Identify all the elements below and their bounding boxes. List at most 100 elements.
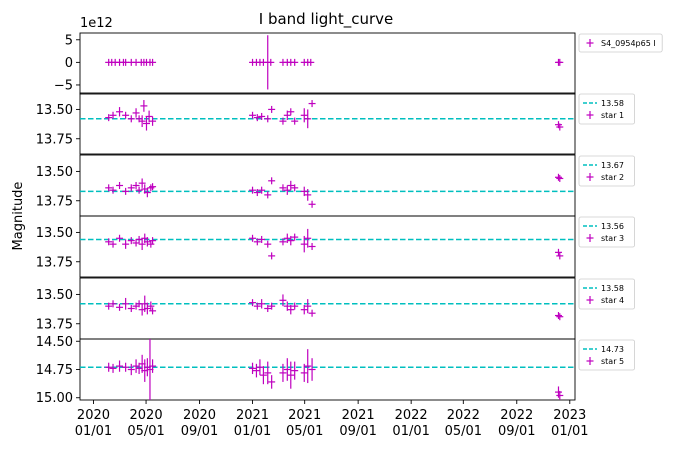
x-tick-label-date: 09/01: [339, 424, 376, 439]
legend-entry: star 1: [601, 111, 624, 120]
data-point: [268, 177, 276, 185]
panel-data: [80, 339, 575, 400]
panel-data: [80, 100, 575, 131]
data-point: [264, 361, 272, 385]
data-point: [279, 184, 287, 192]
legend: 13.56 star 3: [578, 216, 635, 248]
data-point: [143, 237, 151, 247]
data-point: [116, 360, 124, 372]
panel-frame: [79, 154, 576, 217]
y-tick-label: 0: [65, 56, 73, 71]
x-axis: 202001/01202005/01202009/01202101/012021…: [75, 400, 589, 439]
data-point: [138, 178, 146, 188]
x-tick-label-date: 01/01: [551, 424, 588, 439]
x-tick-label-year: 2020: [130, 408, 163, 423]
y-tick-label: 13.75: [36, 132, 73, 147]
legend-frame: [578, 155, 635, 187]
data-point: [149, 307, 157, 315]
x-tick-label-date: 05/01: [127, 424, 164, 439]
y-tick-label: 13.75: [36, 317, 73, 332]
x-tick-label-date: 01/01: [234, 424, 271, 439]
data-point: [105, 184, 113, 192]
data-point: [279, 294, 287, 307]
panel-frame: [79, 338, 576, 401]
data-point: [300, 363, 308, 382]
data-point: [116, 303, 124, 311]
x-tick-label-year: 2021: [236, 408, 269, 423]
y-offset-label: 1e12: [80, 16, 113, 31]
data-point: [109, 186, 117, 194]
data-point: [142, 116, 150, 131]
legend-frame: [578, 339, 635, 371]
data-point: [554, 173, 562, 181]
data-point: [138, 238, 146, 251]
data-point: [147, 301, 155, 311]
data-point: [264, 115, 272, 123]
data-point: [291, 184, 299, 192]
data-point: [149, 183, 157, 191]
data-point: [300, 108, 308, 123]
data-point: [143, 187, 151, 198]
y-tick-label: 13.50: [36, 288, 73, 303]
panel-data: [80, 228, 575, 260]
data-point: [304, 109, 312, 129]
data-point: [116, 234, 124, 242]
data-point: [304, 189, 312, 201]
x-tick-label-date: 09/01: [498, 424, 535, 439]
legend: 13.58 star 1: [578, 93, 635, 125]
data-point: [279, 238, 287, 246]
data-point: [109, 300, 117, 308]
data-point: [283, 358, 291, 381]
data-point: [283, 185, 291, 195]
data-point: [268, 302, 276, 310]
data-point: [258, 112, 266, 120]
data-point: [140, 100, 148, 112]
data-point: [253, 238, 261, 246]
data-point: [143, 302, 151, 315]
data-point: [268, 105, 276, 113]
panel-2: 13.50 13.75 13.58 star 1: [36, 92, 635, 155]
legend-entry: star 3: [601, 234, 624, 243]
x-tick-label-date: 05/01: [445, 424, 482, 439]
y-tick-label: 5: [65, 33, 73, 48]
x-tick-label-year: 2021: [342, 408, 375, 423]
data-point: [287, 108, 295, 116]
legend: 13.67 star 2: [578, 155, 635, 187]
data-point: [122, 239, 130, 249]
data-point: [116, 107, 124, 117]
y-tick-label: 13.50: [36, 226, 73, 241]
data-point: [135, 186, 143, 194]
data-point: [287, 304, 295, 315]
data-point: [556, 123, 564, 131]
data-point: [308, 309, 316, 317]
data-point: [105, 238, 113, 246]
panel-data: [105, 35, 564, 90]
data-point: [556, 174, 564, 182]
data-point: [252, 363, 260, 378]
data-point: [279, 363, 287, 382]
panel-frame: [79, 215, 576, 278]
legend-frame: [578, 33, 663, 53]
data-point: [105, 114, 113, 122]
x-tick-label-year: 2021: [288, 408, 321, 423]
data-point: [127, 363, 135, 376]
data-point: [109, 240, 117, 248]
data-point: [291, 302, 299, 310]
data-point: [135, 362, 143, 375]
data-point: [149, 359, 157, 373]
panel-4: 13.50 13.75 13.56 star 3: [36, 215, 635, 278]
data-point: [145, 110, 153, 123]
data-point: [249, 299, 257, 307]
panel-data: [80, 294, 575, 321]
data-point: [304, 349, 312, 384]
data-point: [253, 189, 261, 197]
data-point: [122, 187, 130, 195]
data-point: [287, 235, 295, 246]
legend-frame: [578, 278, 635, 310]
data-point: [127, 237, 135, 245]
data-point: [138, 115, 146, 128]
x-tick-label-year: 2023: [553, 408, 586, 423]
panel-frame: [79, 92, 576, 155]
data-point: [132, 108, 140, 118]
data-point: [258, 299, 266, 309]
